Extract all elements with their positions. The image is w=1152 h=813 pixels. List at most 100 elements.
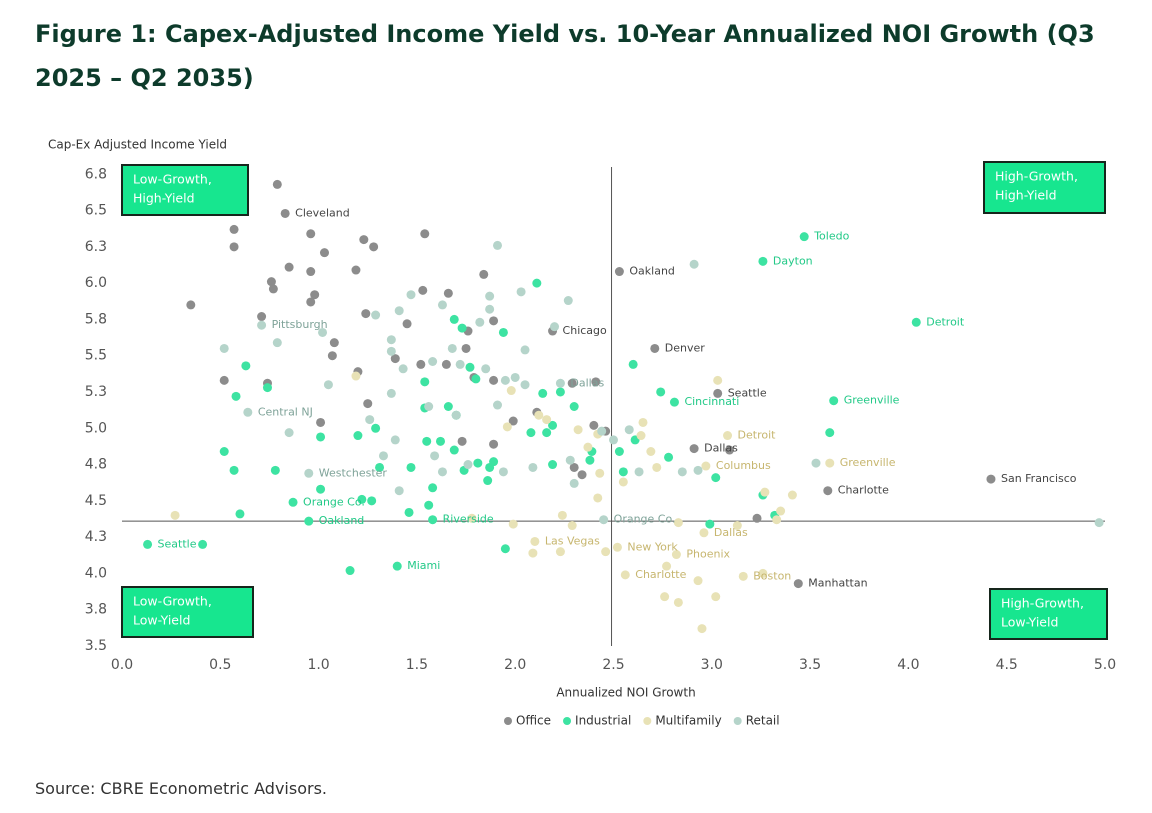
data-point xyxy=(577,470,587,480)
data-point xyxy=(723,431,733,441)
data-point xyxy=(534,410,544,420)
data-point xyxy=(502,422,512,432)
data-point xyxy=(516,287,526,297)
x-tick-label: 3.5 xyxy=(799,657,821,673)
data-point xyxy=(243,407,253,417)
data-point xyxy=(652,462,662,472)
data-point xyxy=(345,566,355,576)
x-tick-label: 2.0 xyxy=(504,657,526,673)
data-point xyxy=(567,378,577,388)
quadrant-box xyxy=(121,586,254,638)
data-point xyxy=(697,624,707,634)
point-label: Cleveland xyxy=(295,206,350,219)
x-tick-label: 4.5 xyxy=(996,657,1018,673)
data-point xyxy=(306,267,316,277)
data-point xyxy=(270,465,280,475)
point-label: Detroit xyxy=(926,315,965,328)
data-point xyxy=(323,380,333,390)
point-label: Las Vegas xyxy=(545,534,600,547)
data-point xyxy=(699,528,709,538)
data-point xyxy=(493,400,503,410)
data-point xyxy=(823,486,833,496)
data-point xyxy=(711,592,721,602)
data-point xyxy=(435,436,445,446)
data-point xyxy=(229,224,239,234)
data-point xyxy=(618,467,628,477)
data-point xyxy=(548,460,558,470)
data-point xyxy=(394,306,404,316)
data-point xyxy=(357,494,367,504)
x-tick-label: 0.0 xyxy=(111,657,133,673)
data-point xyxy=(365,415,375,425)
y-tick-label: 3.5 xyxy=(85,638,107,654)
data-point xyxy=(758,568,768,578)
point-label: Charlotte xyxy=(838,484,889,497)
data-point xyxy=(689,444,699,454)
data-point xyxy=(473,458,483,468)
point-label: Manhattan xyxy=(808,577,867,590)
data-point xyxy=(369,242,379,252)
data-point xyxy=(664,452,674,462)
data-point xyxy=(424,500,434,510)
data-point xyxy=(467,513,477,523)
legend-marker xyxy=(643,717,652,725)
point-label: Toledo xyxy=(813,230,849,243)
data-point xyxy=(390,354,400,364)
y-tick-label: 4.0 xyxy=(85,565,107,581)
data-point xyxy=(485,291,495,301)
data-point xyxy=(198,539,208,549)
data-point xyxy=(724,445,734,455)
data-point xyxy=(386,388,396,398)
point-label: New York xyxy=(627,540,678,553)
data-point xyxy=(394,486,404,496)
point-label: Riverside xyxy=(443,513,494,526)
legend-label: Retail xyxy=(746,714,780,728)
y-tick-label: 6.5 xyxy=(85,203,107,219)
data-point xyxy=(437,300,447,310)
data-point xyxy=(272,338,282,348)
data-point xyxy=(471,374,481,384)
data-point xyxy=(829,396,839,406)
data-point xyxy=(609,435,618,445)
data-point xyxy=(569,478,579,488)
data-point xyxy=(530,536,540,546)
data-point xyxy=(329,338,339,348)
quadrant-label: High-Growth, High-Yield xyxy=(983,161,1106,214)
data-point xyxy=(776,506,786,516)
data-point xyxy=(268,284,278,294)
point-label: Columbus xyxy=(716,459,771,472)
data-point xyxy=(363,399,373,409)
data-point xyxy=(257,320,267,330)
data-point xyxy=(231,391,241,401)
point-label: Denver xyxy=(665,341,705,354)
point-label: Greenville xyxy=(840,456,896,469)
data-point xyxy=(404,507,414,517)
data-point xyxy=(418,285,428,295)
point-label: Orange Co. xyxy=(303,495,365,508)
quadrant-text: High-Growth, xyxy=(1001,596,1084,611)
data-point xyxy=(316,417,326,427)
x-tick-label: 3.0 xyxy=(701,657,723,673)
data-point xyxy=(219,343,229,353)
data-point xyxy=(353,431,363,441)
data-point xyxy=(660,592,670,602)
data-point xyxy=(758,256,768,266)
data-point xyxy=(489,457,499,467)
data-point xyxy=(713,388,723,398)
data-point xyxy=(367,496,377,506)
data-point xyxy=(262,383,272,393)
quadrant-label: Low-Growth, High-Yield xyxy=(121,164,249,216)
chart-title: Figure 1: Capex-Adjusted Income Yield vs… xyxy=(35,20,1095,92)
data-point xyxy=(520,345,530,355)
data-point xyxy=(671,550,681,560)
data-point xyxy=(620,570,630,580)
data-point xyxy=(481,364,491,374)
quadrant-label: Low-Growth, Low-Yield xyxy=(121,586,254,638)
y-tick-label: 6.3 xyxy=(85,239,107,255)
data-point xyxy=(229,242,239,252)
point-label: Cincinnati xyxy=(684,395,739,408)
data-point xyxy=(498,467,508,477)
data-point xyxy=(318,327,328,337)
data-point xyxy=(170,510,180,520)
